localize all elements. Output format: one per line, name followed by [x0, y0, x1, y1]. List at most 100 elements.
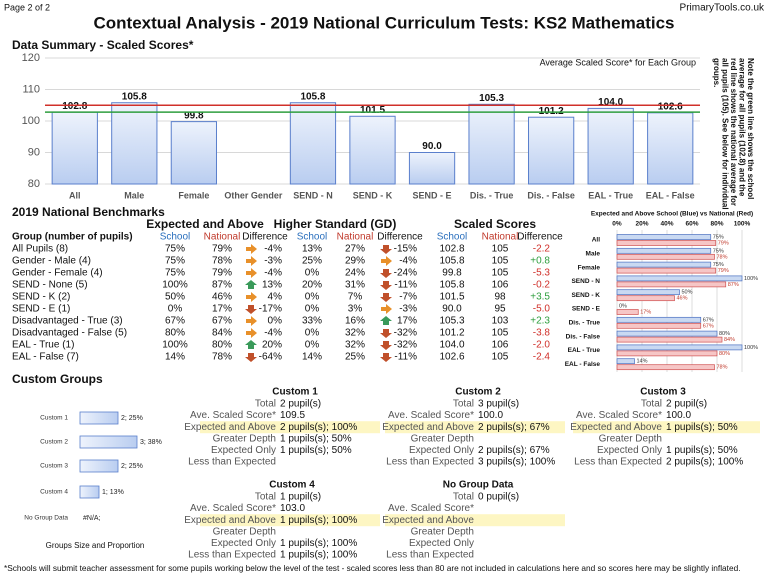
row-value: 2 pupils(s); 100%	[666, 457, 743, 468]
cell: 98	[494, 292, 506, 303]
sub-header: Difference	[242, 232, 288, 243]
row-value: 100.0	[478, 410, 503, 421]
value-label: 46%	[677, 296, 688, 302]
row-value: 2 pupils(s); 100%	[280, 422, 357, 433]
note-line: groups.	[712, 58, 721, 87]
x-tick-label: 100%	[734, 221, 751, 228]
group-header: Scaled Scores	[454, 217, 536, 231]
cell: 27%	[345, 244, 365, 255]
x-tick-label: SEND - N	[293, 190, 333, 200]
highlight	[200, 421, 380, 434]
row-label: Ave. Scaled Score*	[190, 503, 276, 514]
row-label: Total	[255, 492, 276, 503]
value-label: 2; 25%	[121, 463, 143, 470]
difference: -2.2	[533, 244, 551, 255]
row-label: SEND - E (1)	[12, 304, 70, 315]
arrow-icon	[380, 316, 392, 325]
arrow-icon	[246, 328, 257, 338]
arrow-icon	[380, 329, 392, 338]
cell: 80%	[212, 340, 232, 351]
cell: 0%	[168, 304, 183, 315]
row-value: 100.0	[666, 410, 691, 421]
bar	[79, 411, 119, 425]
bar	[616, 350, 718, 357]
cell: 106	[492, 280, 509, 291]
x-tick-label: Female	[178, 190, 209, 200]
bar	[616, 247, 712, 254]
section-title: Custom Groups	[12, 372, 103, 386]
x-tick-label: SEND - K	[353, 190, 393, 200]
difference: -4%	[264, 244, 282, 255]
row-label: Disadvantaged - False (5)	[12, 328, 127, 339]
bar	[616, 281, 727, 288]
page-title: Contextual Analysis - 2019 National Curr…	[94, 13, 675, 32]
cell: 105.8	[439, 256, 464, 267]
category-label: Custom 3	[40, 463, 68, 470]
value-label: 78%	[717, 365, 728, 371]
sub-header: School	[160, 232, 191, 243]
bar	[616, 364, 715, 371]
arrow-icon	[245, 340, 257, 349]
cell: 46%	[212, 292, 232, 303]
row-value: 1 pupils(s); 100%	[280, 550, 357, 561]
difference: -11%	[394, 352, 417, 363]
cell: 0%	[305, 304, 320, 315]
cell: 25%	[345, 352, 365, 363]
category-label: Custom 1	[40, 415, 68, 422]
row-value: 3 pupils(s); 100%	[478, 457, 555, 468]
row-label: Expected Only	[211, 445, 276, 456]
arrow-icon	[245, 280, 257, 289]
value-label: 104.0	[598, 97, 623, 108]
cell: 14%	[302, 352, 322, 363]
x-tick-label: Dis. - True	[470, 190, 514, 200]
row-label: Greater Depth	[599, 433, 662, 444]
x-tick-label: EAL - False	[646, 190, 695, 200]
cell: 67%	[165, 316, 185, 327]
note-line: average for all pupils (102.8) and the	[737, 58, 746, 197]
cell: 17%	[212, 304, 232, 315]
row-label: Expected Only	[211, 538, 276, 549]
category-label: SEND - N	[571, 278, 600, 285]
category-label: No Group Data	[24, 515, 68, 522]
cell: 50%	[165, 292, 185, 303]
row-label: Less than Expected	[188, 550, 276, 561]
value-label: 14%	[637, 359, 648, 365]
row-value: 1 pupils(s); 50%	[666, 445, 738, 456]
value-label: 100%	[744, 345, 758, 351]
cell: 33%	[302, 316, 322, 327]
cell: 104.0	[439, 340, 464, 351]
value-label: 90.0	[422, 141, 442, 152]
sub-header: National	[482, 232, 519, 243]
arrow-icon	[380, 269, 392, 278]
value-label: 0%	[619, 303, 627, 309]
value-label: 1; 13%	[102, 489, 124, 496]
row-value: 1 pupil(s)	[280, 492, 321, 503]
value-label: 17%	[640, 309, 651, 315]
highlight	[200, 514, 380, 527]
category-label: Male	[586, 251, 601, 258]
row-value: 2 pupil(s)	[280, 399, 321, 410]
bar	[616, 316, 702, 323]
row-value: 1 pupils(s); 50%	[280, 445, 352, 456]
cell: 80%	[165, 328, 185, 339]
value-label: 105.8	[122, 91, 147, 102]
row-label: Expected and Above	[382, 422, 474, 433]
difference: -4%	[264, 328, 282, 339]
row-label: Greater Depth	[411, 433, 474, 444]
bar	[170, 121, 217, 185]
cell: 0%	[305, 268, 320, 279]
row-value: 2 pupils(s); 67%	[478, 422, 550, 433]
cell: 102.8	[439, 244, 464, 255]
cell: 105	[492, 268, 509, 279]
cell: 20%	[302, 280, 322, 291]
highlight	[385, 514, 565, 527]
difference: +0.8	[530, 256, 550, 267]
category-label: EAL - True	[568, 347, 601, 354]
value-label: 3; 38%	[140, 439, 162, 446]
difference: -3%	[264, 256, 282, 267]
difference: 4%	[268, 292, 283, 303]
difference: -5.3	[533, 268, 551, 279]
bar	[616, 275, 743, 282]
difference: -5.0	[533, 304, 551, 315]
arrow-icon	[245, 353, 257, 362]
